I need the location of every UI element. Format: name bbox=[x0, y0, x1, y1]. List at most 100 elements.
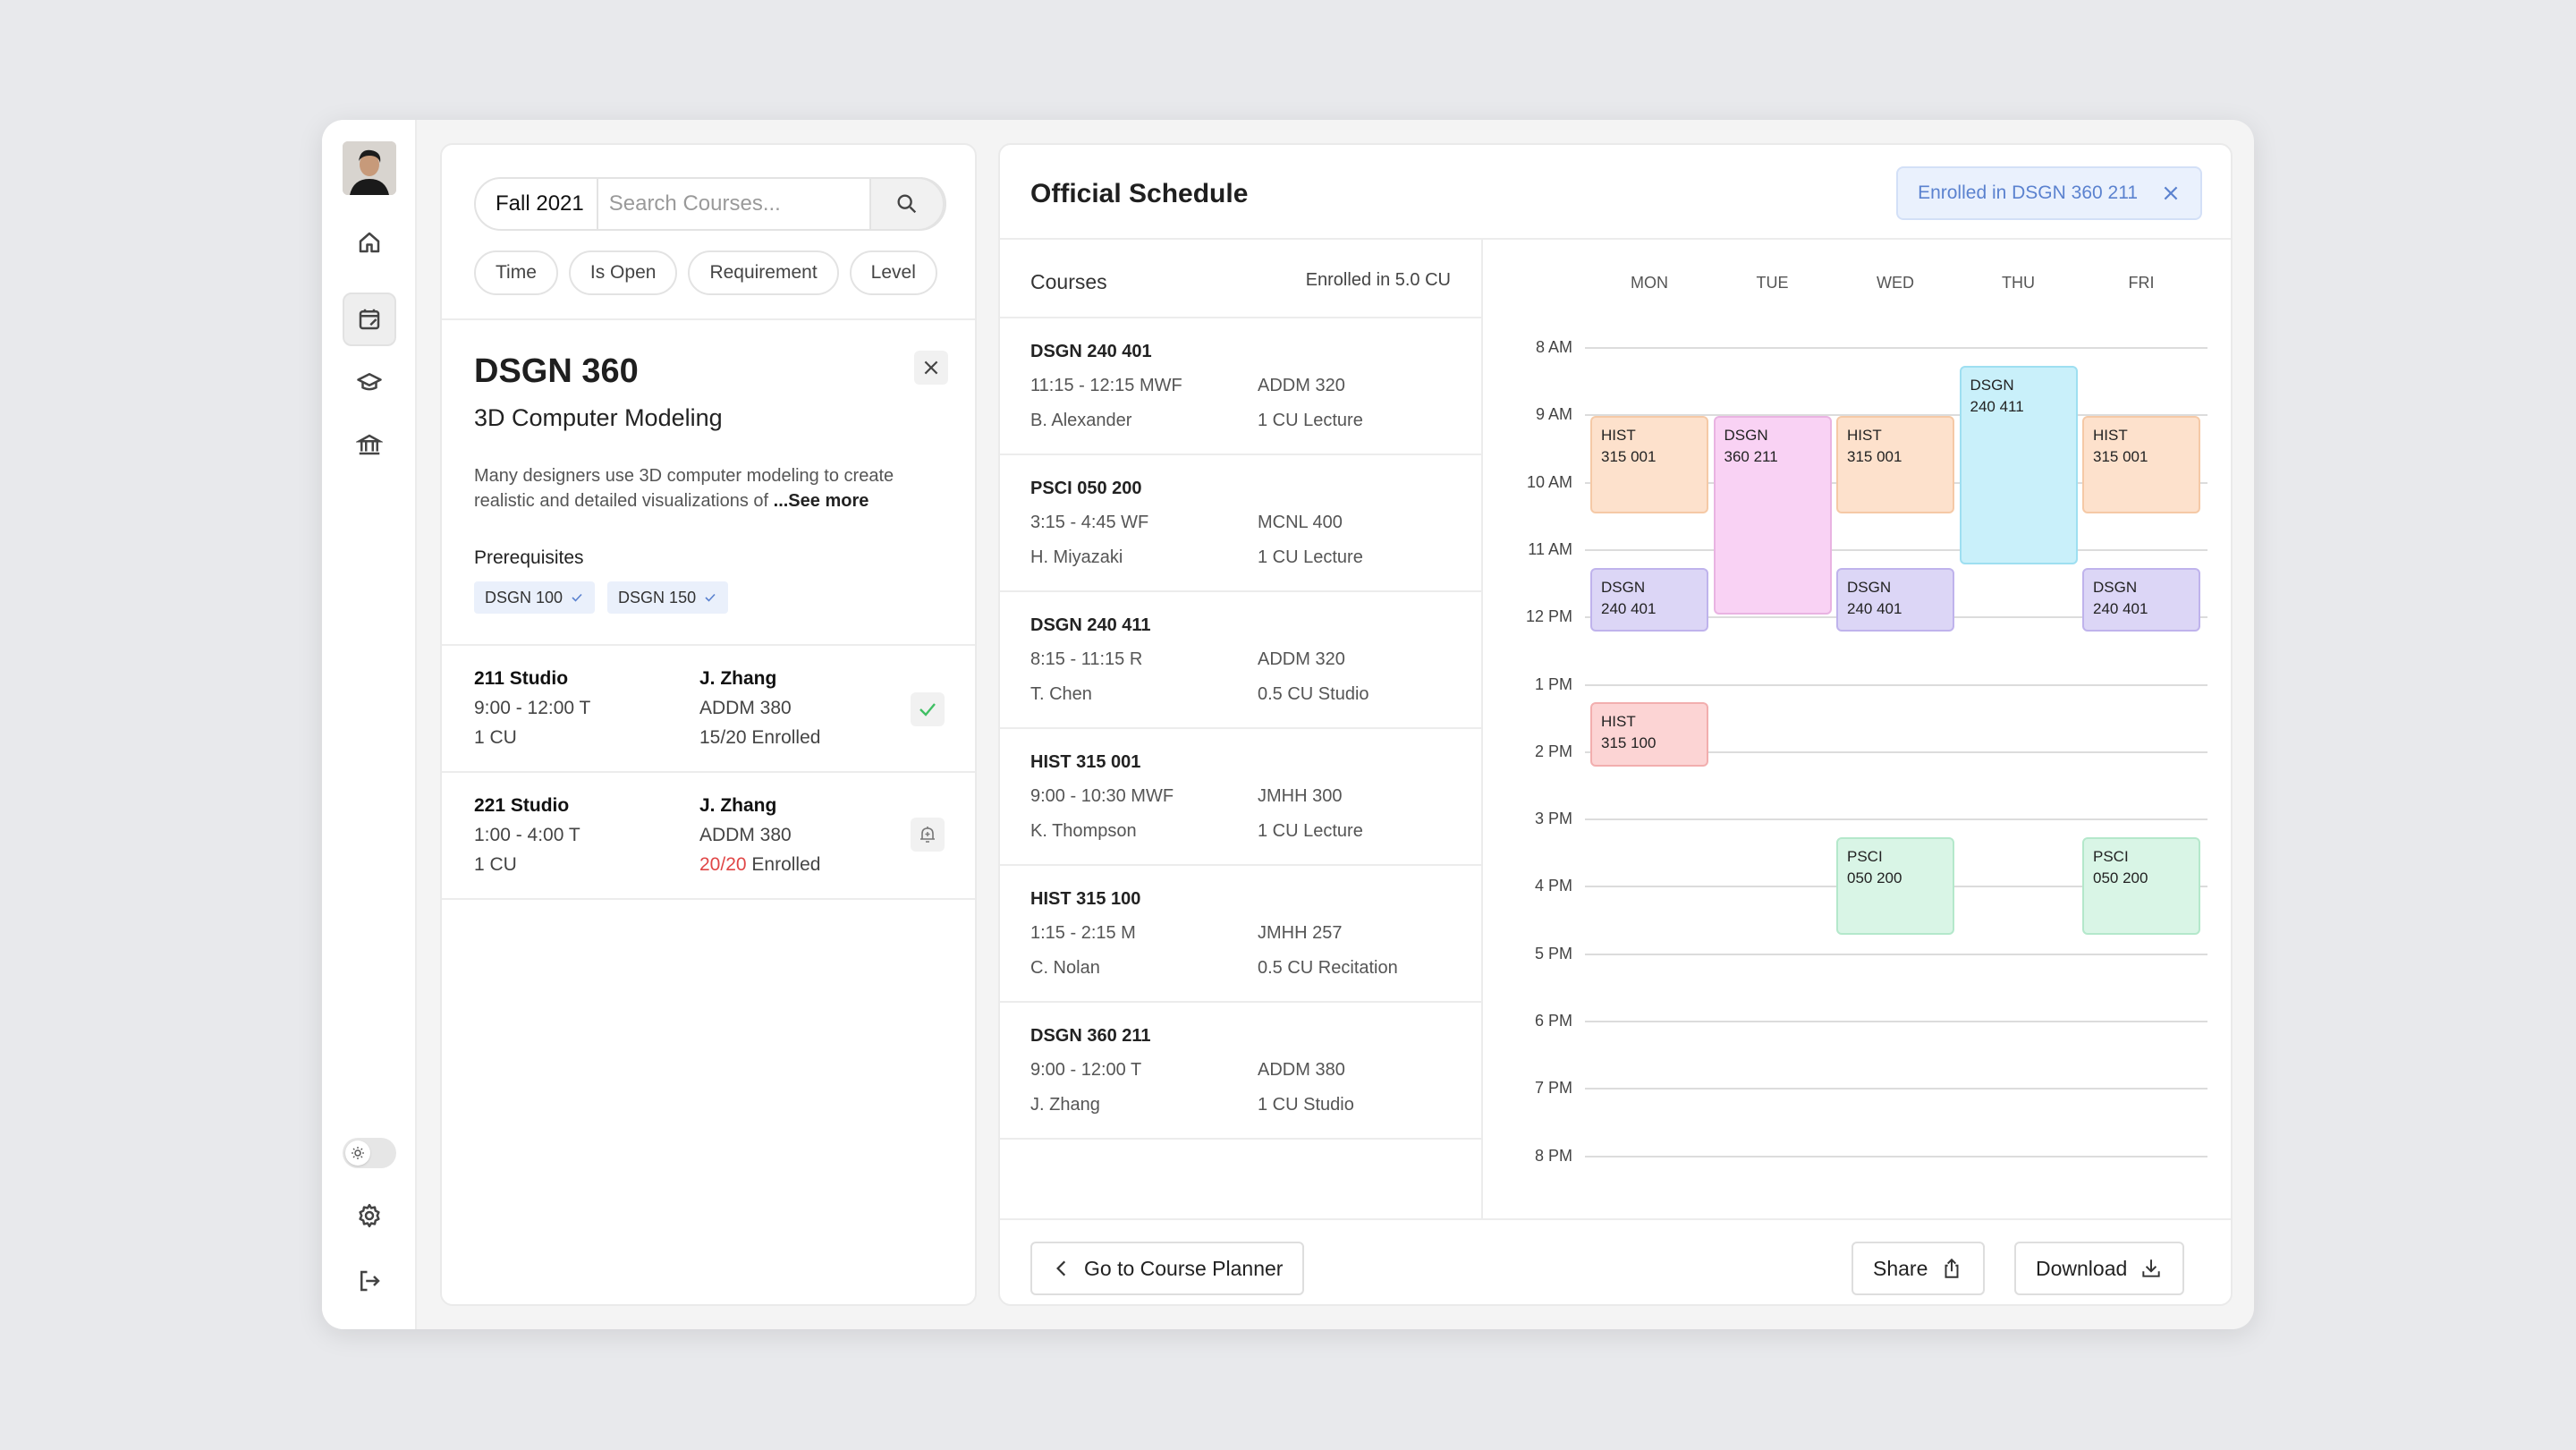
section-details: 211 Studio 9:00 - 12:00 T 1 CU bbox=[474, 664, 590, 752]
divider bbox=[1000, 238, 2231, 240]
calendar-event[interactable]: DSGN 240 401 bbox=[1590, 567, 1708, 632]
course-list-item[interactable]: HIST 315 001 9:00 - 10:30 MWF JMHH 300 K. T… bbox=[1000, 727, 1483, 864]
app-window: Fall 2021 Time Is Open Requirement Level… bbox=[322, 120, 2254, 1329]
filter-level[interactable]: Level bbox=[849, 250, 937, 295]
enrolled-check-button[interactable] bbox=[911, 692, 945, 726]
home-icon[interactable] bbox=[343, 216, 396, 269]
go-to-course-planner-button[interactable]: Go to Course Planner bbox=[1030, 1242, 1305, 1295]
section-time: 1:00 - 4:00 T bbox=[474, 825, 580, 845]
see-more-link[interactable]: ...See more bbox=[773, 491, 869, 511]
filter-requirement[interactable]: Requirement bbox=[688, 250, 839, 295]
event-line-1: HIST bbox=[1847, 427, 1882, 445]
enrolled-count: 20/20 bbox=[699, 854, 747, 875]
course-credits: 0.5 CU Recitation bbox=[1258, 958, 1398, 978]
filter-time[interactable]: Time bbox=[474, 250, 558, 295]
section-cu: 1 CU bbox=[474, 854, 517, 875]
calendar-event[interactable]: DSGN 240 401 bbox=[1836, 567, 1954, 632]
event-line-2: 050 200 bbox=[1847, 869, 1902, 886]
calendar-event[interactable]: PSCI 050 200 bbox=[1836, 836, 1954, 935]
download-button[interactable]: Download bbox=[2014, 1242, 2185, 1295]
calendar-event[interactable]: HIST 315 001 bbox=[1836, 416, 1954, 514]
calendar-event[interactable]: DSGN 240 401 bbox=[2082, 567, 2200, 632]
filter-is-open[interactable]: Is Open bbox=[568, 250, 678, 295]
close-icon bbox=[924, 360, 938, 375]
section-details: 221 Studio 1:00 - 4:00 T 1 CU bbox=[474, 791, 580, 879]
course-title: DSGN 360 211 bbox=[1030, 1026, 1151, 1046]
course-time: 9:00 - 12:00 T bbox=[1030, 1060, 1142, 1080]
course-instructor: J. Zhang bbox=[1030, 1095, 1100, 1115]
enrolled-label: Enrolled bbox=[746, 727, 821, 748]
institution-icon[interactable] bbox=[343, 418, 396, 471]
hour-gridline bbox=[1585, 1088, 2207, 1090]
download-icon bbox=[2142, 1259, 2160, 1277]
course-list-item[interactable]: DSGN 240 401 11:15 - 12:15 MWF ADDM 320 B. … bbox=[1000, 317, 1483, 454]
course-list-item[interactable]: HIST 315 100 1:15 - 2:15 M JMHH 257 C. Nola… bbox=[1000, 864, 1483, 1001]
theme-toggle[interactable] bbox=[343, 1138, 396, 1168]
time-label: 8 PM bbox=[1534, 1146, 1572, 1165]
section-info: J. Zhang ADDM 380 20/20 Enrolled bbox=[699, 791, 820, 879]
time-label: 1 PM bbox=[1534, 674, 1572, 693]
section-name: 221 Studio bbox=[474, 795, 570, 816]
logout-icon[interactable] bbox=[343, 1254, 396, 1308]
share-button[interactable]: Share bbox=[1852, 1242, 1986, 1295]
enrolled-count: 15/20 bbox=[699, 727, 747, 748]
term-selector[interactable]: Fall 2021 bbox=[476, 179, 598, 229]
calendar-event[interactable]: HIST 315 100 bbox=[1590, 702, 1708, 767]
event-line-1: PSCI bbox=[1847, 847, 1883, 865]
hour-gridline bbox=[1585, 818, 2207, 821]
day-label: TUE bbox=[1756, 274, 1789, 292]
search-bar: Fall 2021 bbox=[474, 177, 946, 231]
settings-gear-icon[interactable] bbox=[343, 1189, 396, 1242]
close-course-button[interactable] bbox=[914, 351, 948, 385]
hour-gridline bbox=[1585, 953, 2207, 955]
prerequisite-chip[interactable]: DSGN 100 bbox=[474, 581, 596, 614]
avatar[interactable] bbox=[343, 141, 396, 195]
course-instructor: H. Miyazaki bbox=[1030, 547, 1123, 567]
day-label: THU bbox=[2002, 274, 2035, 292]
prerequisite-chip[interactable]: DSGN 150 bbox=[607, 581, 729, 614]
hour-gridline bbox=[1585, 414, 2207, 417]
description-text: Many designers use 3D computer modeling … bbox=[474, 466, 894, 511]
section-time: 9:00 - 12:00 T bbox=[474, 698, 591, 718]
courses-list: Courses Enrolled in 5.0 CU DSGN 240 401 1… bbox=[1000, 240, 1483, 1218]
divider bbox=[442, 644, 975, 646]
prerequisite-list: DSGN 100 DSGN 150 bbox=[474, 581, 729, 614]
calendar-event[interactable]: HIST 315 001 bbox=[2082, 416, 2200, 514]
hour-gridline bbox=[1585, 347, 2207, 349]
notify-bell-button[interactable] bbox=[911, 818, 945, 852]
schedule-icon[interactable] bbox=[343, 293, 396, 346]
course-list-item[interactable]: PSCI 050 200 3:15 - 4:45 WF MCNL 400 H. Miy… bbox=[1000, 454, 1483, 590]
section-row[interactable]: 211 Studio 9:00 - 12:00 T 1 CU J. Zhang … bbox=[442, 646, 975, 771]
course-room: ADDM 380 bbox=[1258, 1060, 1345, 1080]
calendar-event[interactable]: DSGN 240 411 bbox=[1959, 365, 2078, 564]
course-list-item[interactable]: DSGN 360 211 9:00 - 12:00 T ADDM 380 J. Zha… bbox=[1000, 1001, 1483, 1138]
section-row[interactable]: 221 Studio 1:00 - 4:00 T 1 CU J. Zhang A… bbox=[442, 773, 975, 898]
graduation-cap-icon[interactable] bbox=[343, 355, 396, 409]
calendar-event[interactable]: DSGN 360 211 bbox=[1713, 416, 1832, 615]
course-room: ADDM 320 bbox=[1258, 376, 1345, 395]
divider bbox=[442, 898, 975, 900]
event-line-2: 315 001 bbox=[2093, 448, 2148, 466]
check-icon bbox=[705, 593, 716, 602]
event-line-1: HIST bbox=[1601, 427, 1636, 445]
share-label: Share bbox=[1873, 1256, 1928, 1280]
close-icon[interactable] bbox=[2161, 183, 2181, 203]
event-line-2: 315 100 bbox=[1601, 734, 1657, 752]
time-label: 10 AM bbox=[1526, 472, 1572, 491]
section-instructor: J. Zhang bbox=[699, 668, 777, 689]
course-code: DSGN 360 bbox=[474, 352, 639, 390]
course-room: MCNL 400 bbox=[1258, 513, 1343, 532]
event-line-2: 240 411 bbox=[1970, 397, 2024, 415]
course-time: 3:15 - 4:45 WF bbox=[1030, 513, 1149, 532]
calendar-event[interactable]: HIST 315 001 bbox=[1590, 416, 1708, 514]
course-title: DSGN 240 401 bbox=[1030, 342, 1152, 361]
course-list-item[interactable]: DSGN 240 411 8:15 - 11:15 R ADDM 320 T. Che… bbox=[1000, 590, 1483, 727]
hour-gridline bbox=[1585, 548, 2207, 551]
enrolled-label: Enrolled bbox=[746, 854, 821, 875]
search-button[interactable] bbox=[869, 177, 945, 231]
calendar-event[interactable]: PSCI 050 200 bbox=[2082, 836, 2200, 935]
course-time: 9:00 - 10:30 MWF bbox=[1030, 786, 1174, 806]
course-title: HIST 315 100 bbox=[1030, 889, 1141, 909]
hour-gridline bbox=[1585, 683, 2207, 686]
search-input[interactable] bbox=[597, 191, 867, 216]
